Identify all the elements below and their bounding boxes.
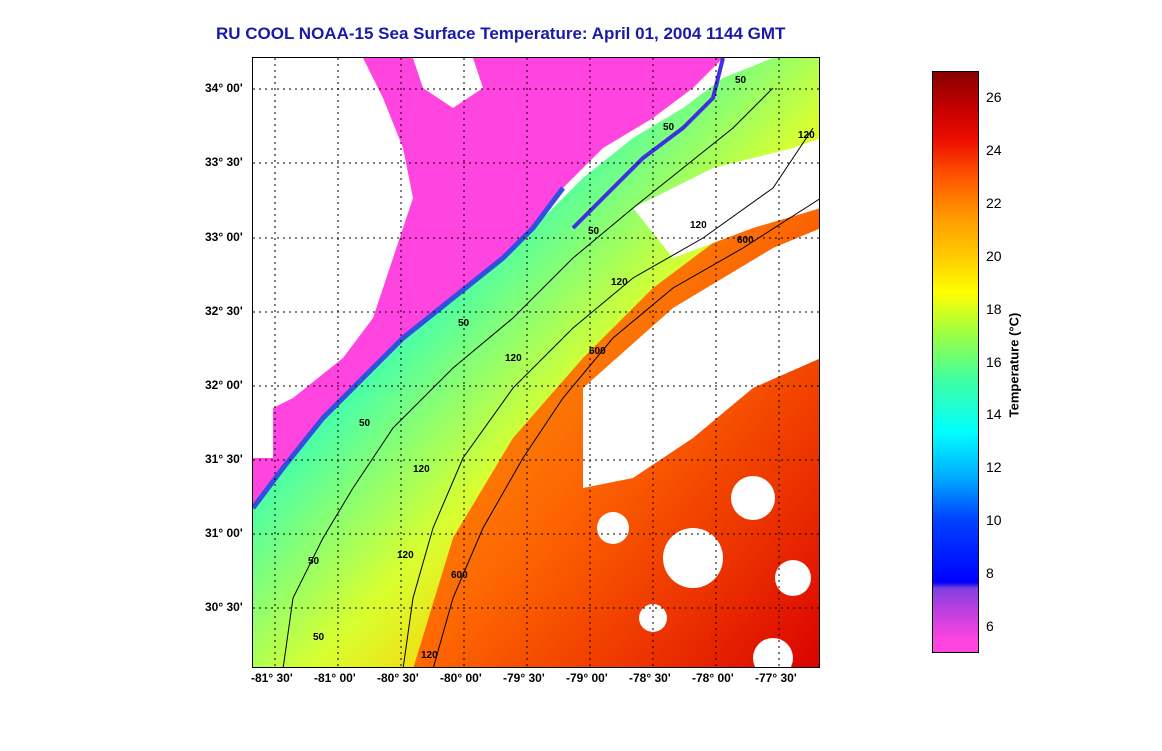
colorbar-tick: 14 xyxy=(986,406,1002,422)
contour-label-50: 50 xyxy=(359,418,371,429)
lon-label: -81° 00' xyxy=(314,671,356,685)
lon-label: -78° 30' xyxy=(629,671,671,685)
lat-label: 34° 00' xyxy=(205,81,243,95)
contour-label-120: 120 xyxy=(690,220,707,231)
graticule xyxy=(253,58,819,667)
lon-label: -78° 00' xyxy=(692,671,734,685)
contour-label-600: 600 xyxy=(737,235,754,246)
contour-label-120: 120 xyxy=(611,277,628,288)
contour-label-120: 120 xyxy=(413,464,430,475)
contour-label-50: 50 xyxy=(663,122,675,133)
cloud-mask xyxy=(583,138,819,667)
lat-label: 32° 30' xyxy=(205,304,243,318)
lat-label: 31° 00' xyxy=(205,526,243,540)
colorbar-tick: 24 xyxy=(986,142,1002,158)
colorbar-title: Temperature (°C) xyxy=(1006,312,1022,418)
lat-label: 32° 00' xyxy=(205,378,243,392)
sst-image: 50 50 50 50 50 50 50 120 120 120 120 120… xyxy=(253,58,819,667)
lat-label: 33° 00' xyxy=(205,230,243,244)
contour-label-600: 600 xyxy=(589,346,606,357)
colorbar-tick: 20 xyxy=(986,248,1002,264)
lon-label: -81° 30' xyxy=(251,671,293,685)
lon-label: -80° 00' xyxy=(440,671,482,685)
contour-50 xyxy=(282,87,774,667)
colorbar-tick: 18 xyxy=(986,301,1002,317)
sst-map: 50 50 50 50 50 50 50 120 120 120 120 120… xyxy=(252,57,820,668)
contour-label-50: 50 xyxy=(735,75,747,86)
colorbar-tick: 22 xyxy=(986,195,1002,211)
contour-600 xyxy=(433,198,819,667)
contour-label-50: 50 xyxy=(458,318,470,329)
contour-label-50: 50 xyxy=(313,632,325,643)
colorbar-tick: 10 xyxy=(986,512,1002,528)
lon-label: -77° 30' xyxy=(755,671,797,685)
lon-label: -80° 30' xyxy=(377,671,419,685)
contour-label-120: 120 xyxy=(798,130,815,141)
colorbar-tick: 6 xyxy=(986,618,994,634)
lon-label: -79° 00' xyxy=(566,671,608,685)
contour-label-120: 120 xyxy=(397,550,414,561)
contour-label-120: 120 xyxy=(505,353,522,364)
colorbar-tick: 12 xyxy=(986,459,1002,475)
lon-label: -79° 30' xyxy=(503,671,545,685)
lat-label: 31° 30' xyxy=(205,452,243,466)
contour-label-600: 600 xyxy=(451,570,468,581)
lat-label: 33° 30' xyxy=(205,155,243,169)
contour-120 xyxy=(402,127,814,667)
colorbar-tick: 26 xyxy=(986,89,1002,105)
coastline xyxy=(571,58,725,230)
colorbar-tick: 16 xyxy=(986,354,1002,370)
lat-label: 30° 30' xyxy=(205,600,243,614)
colorbar-tick: 8 xyxy=(986,565,994,581)
contour-label-50: 50 xyxy=(588,226,600,237)
map-title: RU COOL NOAA-15 Sea Surface Temperature:… xyxy=(216,24,786,43)
contour-label-50: 50 xyxy=(308,556,320,567)
colorbar xyxy=(932,71,979,653)
contour-label-120: 120 xyxy=(421,650,438,661)
